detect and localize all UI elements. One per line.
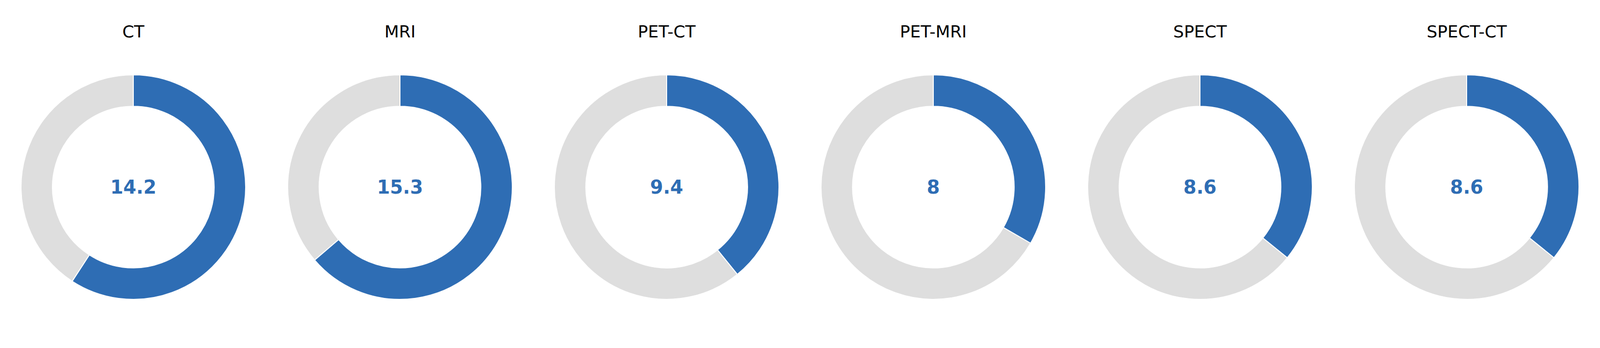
value-label: 8.6 xyxy=(1450,176,1484,198)
slices xyxy=(821,74,1046,300)
slice xyxy=(821,74,1031,300)
value-label: 15.3 xyxy=(377,176,424,198)
value-label: 14.2 xyxy=(110,176,157,198)
slice xyxy=(933,74,1046,244)
value-label: 9.4 xyxy=(650,176,684,198)
donut-panel: 14.2 CT xyxy=(21,21,246,300)
title: CT xyxy=(122,21,145,42)
slice xyxy=(287,74,400,261)
donut-panel: 15.3 MRI xyxy=(287,21,513,300)
slice xyxy=(1087,74,1288,300)
slice xyxy=(1354,74,1555,300)
title: SPECT-CT xyxy=(1426,21,1507,42)
figure: 14.2CT15.3MRI9.4PET-CT8PET-MRI8.6SPECT8.… xyxy=(0,0,1600,348)
slices xyxy=(1354,74,1579,300)
slice xyxy=(666,74,779,275)
slices xyxy=(554,74,779,300)
slices xyxy=(1087,74,1313,300)
value-label: 8.6 xyxy=(1183,176,1217,198)
slice xyxy=(1200,74,1313,258)
slice xyxy=(554,74,738,300)
slice xyxy=(1466,74,1579,258)
donut-panel: 8.6 SPECT xyxy=(1087,21,1313,300)
title: SPECT xyxy=(1173,21,1228,42)
slices xyxy=(287,74,513,300)
title: MRI xyxy=(384,21,416,42)
donut-panel: 9.4 PET-CT xyxy=(554,21,779,300)
value-label: 8 xyxy=(926,176,940,198)
donut-panel: 8.6 SPECT-CT xyxy=(1354,21,1579,300)
title: PET-MRI xyxy=(900,21,968,42)
donut-panel: 8 PET-MRI xyxy=(821,21,1046,300)
title: PET-CT xyxy=(637,21,696,42)
slices xyxy=(21,74,246,300)
